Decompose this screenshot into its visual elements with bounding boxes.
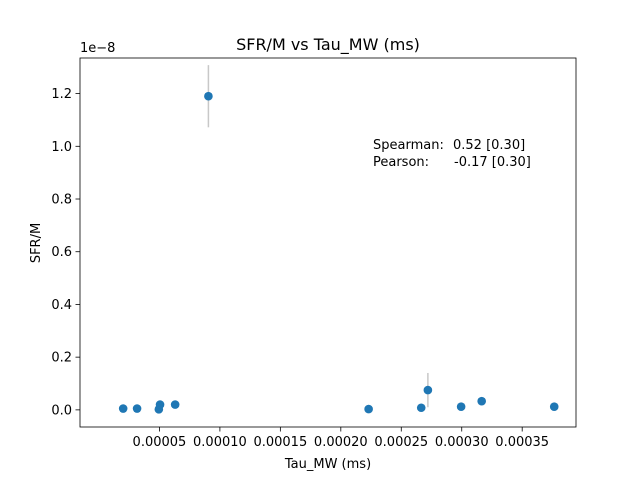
x-axis-label: Tau_MW (ms) — [284, 457, 371, 472]
correlation-annotation: Spearman: 0.52 [0.30] Pearson: -0.17 [0.30] — [373, 138, 531, 170]
axes-frame — [79, 57, 577, 428]
y-tick-label: 0.0 — [51, 403, 72, 418]
data-point — [364, 404, 373, 414]
y-tick-label: 0.2 — [51, 351, 72, 366]
data-point — [204, 91, 213, 101]
annotation-value: 0.52 [0.30] — [453, 138, 525, 153]
x-tick-label: 0.00010 — [193, 435, 247, 450]
data-point — [170, 400, 180, 409]
x-tick-label: 0.00020 — [314, 435, 368, 450]
data-point — [477, 396, 486, 406]
x-tick-label: 0.00030 — [435, 435, 489, 450]
annotation-value: -0.17 [0.30] — [454, 155, 531, 170]
annotation-line: Spearman: 0.52 [0.30] — [373, 138, 525, 153]
y-offset-text: 1e−8 — [80, 41, 115, 56]
annotation-label: Pearson: — [373, 155, 429, 170]
y-tick-label: 0.6 — [51, 245, 72, 260]
data-point — [155, 400, 165, 409]
data-point — [132, 404, 142, 413]
y-tick-label: 1.2 — [51, 87, 72, 102]
data-point — [118, 404, 128, 413]
x-tick-label: 0.00025 — [374, 435, 428, 450]
annotation-line: Pearson: -0.17 [0.30] — [373, 155, 531, 170]
data-point — [456, 402, 466, 412]
annotation-label: Spearman: — [373, 138, 444, 153]
y-tick-label: 1.0 — [51, 140, 72, 155]
x-tick-label: 0.00035 — [495, 435, 549, 450]
data-point — [423, 385, 433, 395]
x-tick-label: 0.00015 — [253, 435, 307, 450]
y-tick-label: 0.4 — [51, 298, 72, 313]
plot-area: 0.00005 0.00010 0.00015 0.00020 0.00025 0.000… — [51, 57, 577, 450]
x-tick-label: 0.00005 — [133, 435, 187, 450]
y-axis-label: SFR/M — [29, 223, 44, 263]
chart-title: SFR/M vs Tau_MW (ms) — [236, 35, 420, 55]
y-tick-label: 0.8 — [51, 193, 72, 208]
data-point — [549, 402, 559, 412]
data-point — [416, 403, 426, 413]
